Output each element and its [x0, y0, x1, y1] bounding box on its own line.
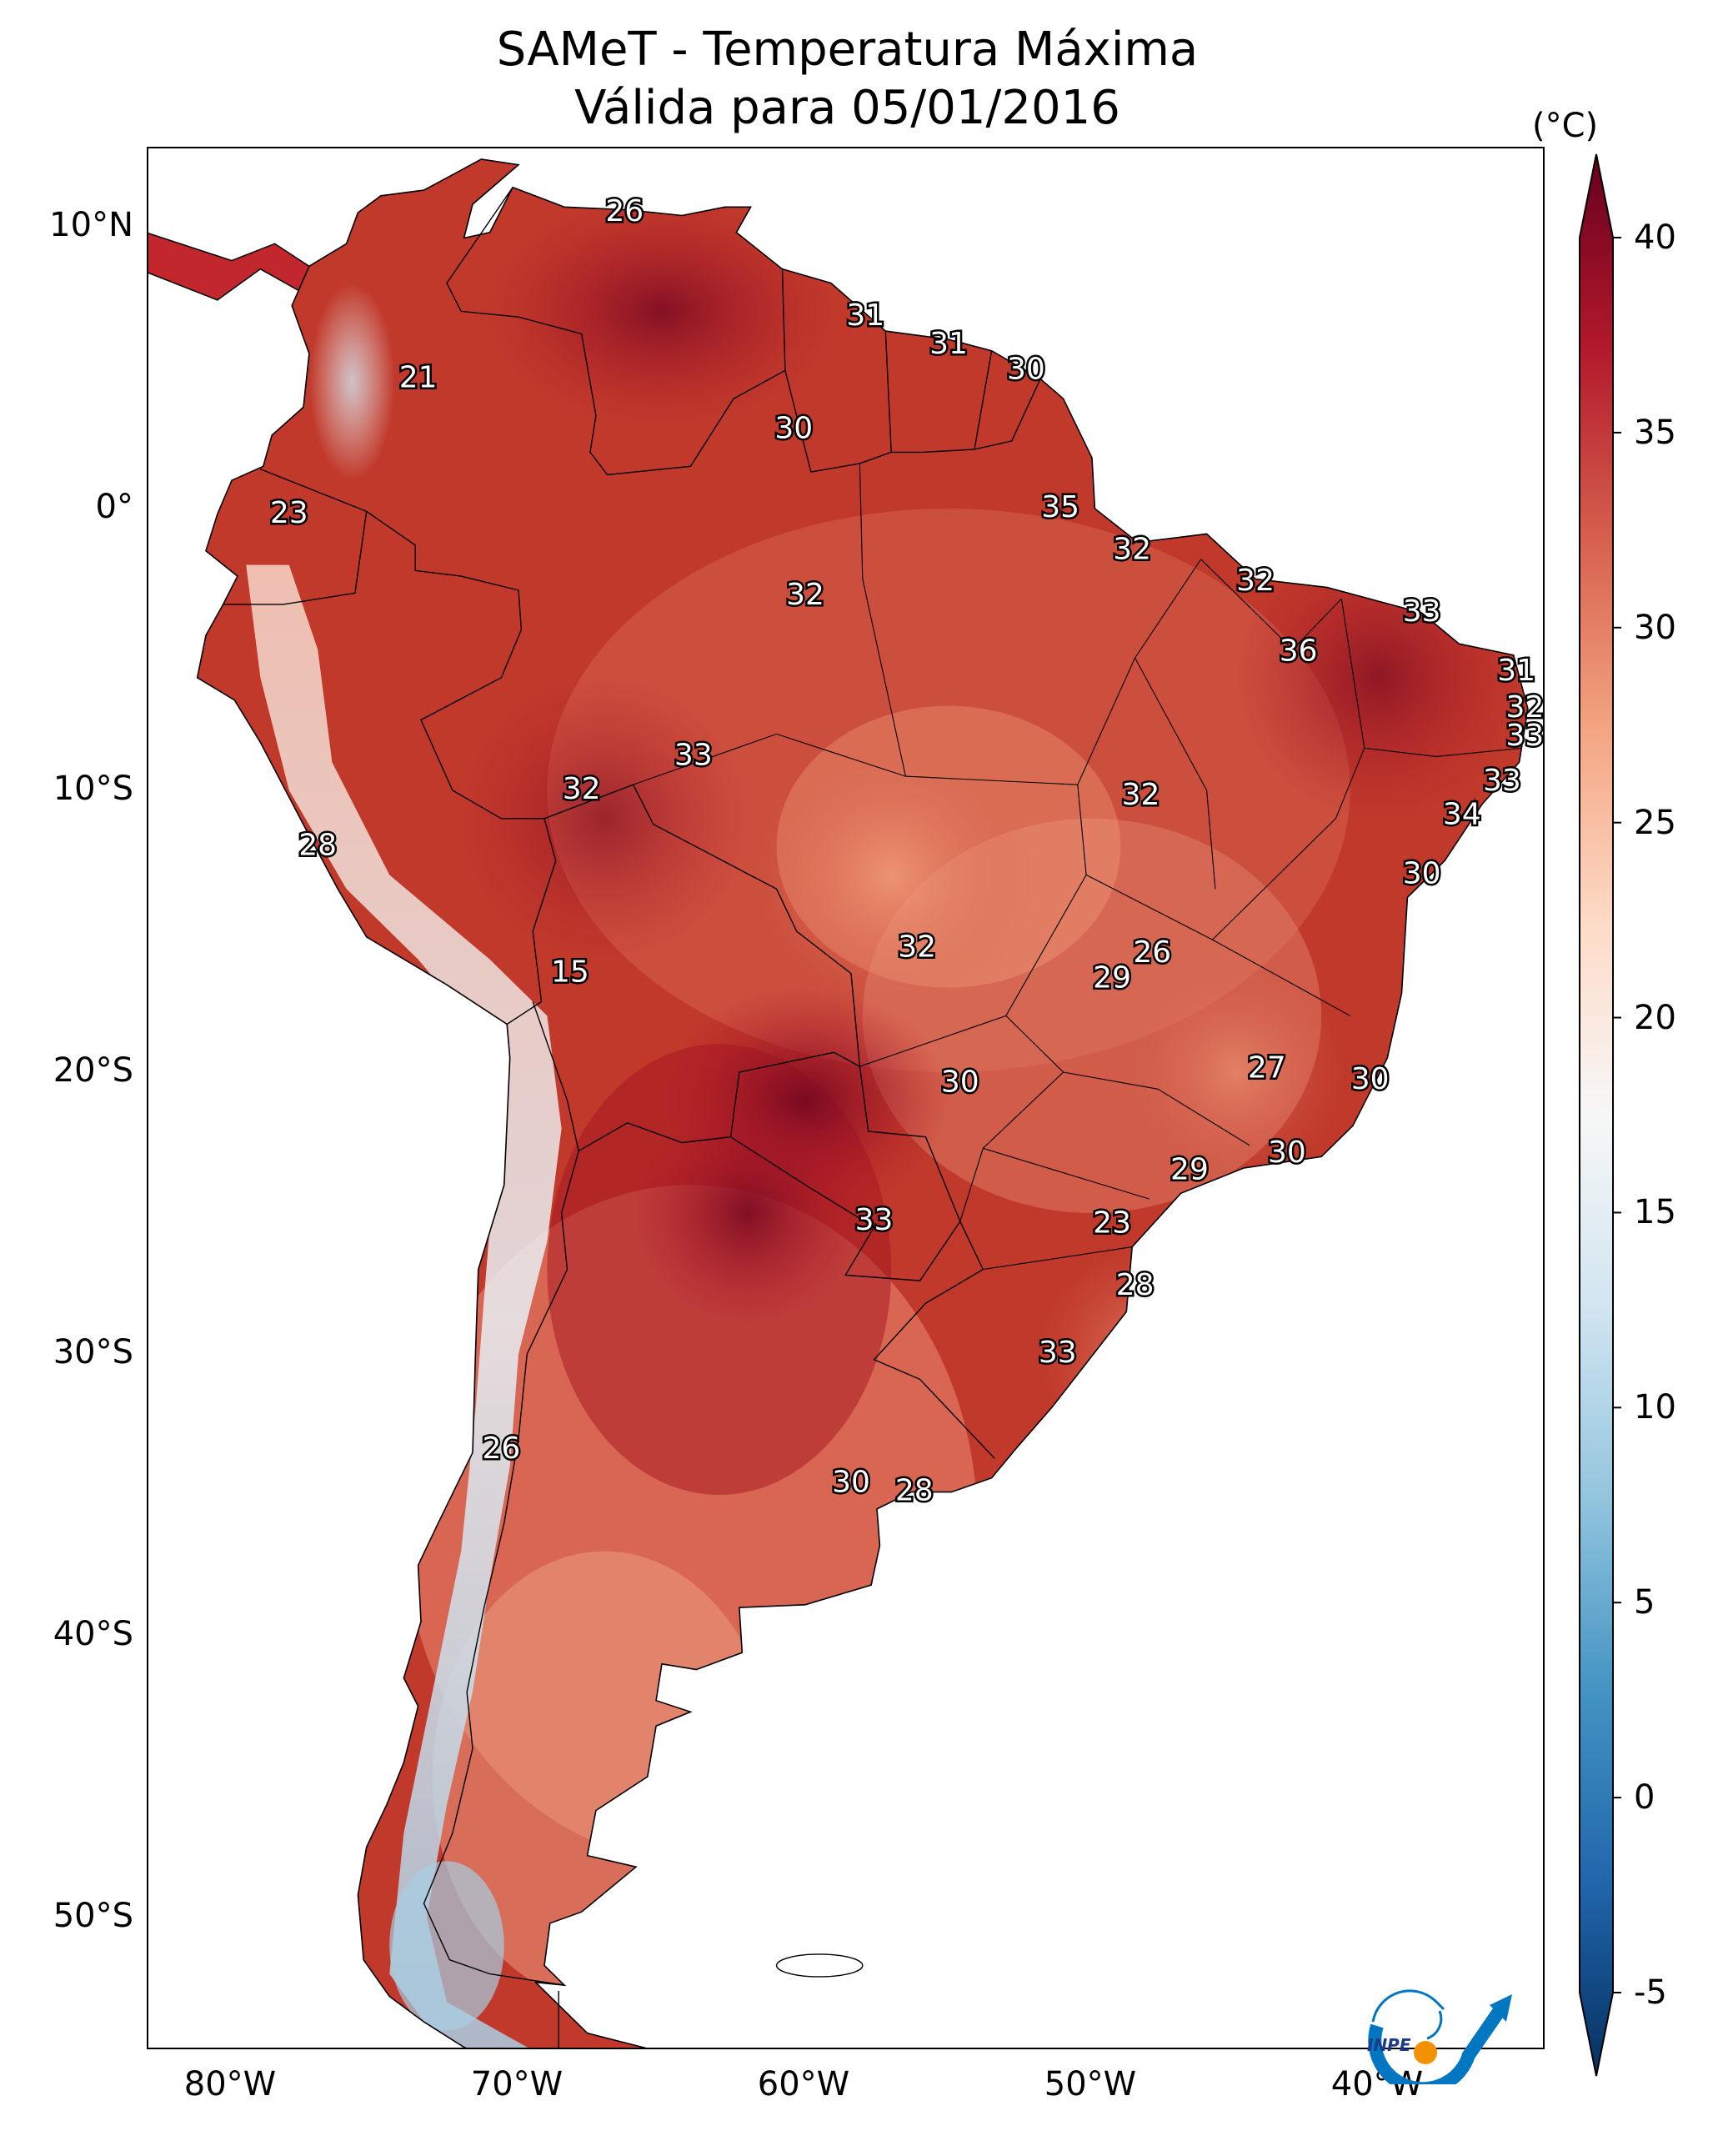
map-area[interactable]: 26 31 31 30 21 30 35 23 32 32 32 33 36 31 32 33 33 32 32 33… [147, 147, 1545, 2049]
temperature-label: 28 [298, 829, 337, 863]
temperature-label: 28 [1116, 1268, 1155, 1302]
latitude-tick-label: 20°S [53, 1051, 133, 1090]
colorbar-tick-label: 25 [1634, 803, 1676, 842]
south-america-landmass [148, 158, 1529, 2048]
temperature-label: 34 [1443, 797, 1481, 831]
inpe-logo-text: INPE [1367, 2035, 1411, 2055]
country-borders [223, 187, 1523, 2048]
longitude-tick-label: 80°W [183, 2065, 277, 2103]
latitude-tick-label: 10°S [53, 770, 133, 808]
temperature-label: 30 [832, 1465, 870, 1499]
temperature-label: 29 [1093, 960, 1131, 995]
temperature-label: 33 [674, 738, 713, 772]
colorbar-tick-label: 15 [1634, 1193, 1676, 1232]
temperature-label: 23 [1093, 1206, 1131, 1241]
temperature-label: 26 [482, 1431, 520, 1466]
temperature-label: 32 [898, 930, 936, 964]
map-title: SAMeT - Temperatura Máxima [496, 23, 1199, 77]
temperature-label: 32 [786, 578, 824, 612]
colorbar-tick-label: 30 [1634, 608, 1676, 647]
temperature-label: 31 [1497, 654, 1535, 688]
colorbar-gradient [1579, 153, 1614, 2077]
temperature-label: 32 [563, 772, 601, 806]
colorbar-tick-label: 10 [1634, 1388, 1676, 1427]
map-subtitle: Válida para 05/01/2016 [574, 81, 1120, 135]
colorbar-unit: (°C) [1532, 107, 1599, 145]
temperature-label: 33 [1039, 1336, 1077, 1370]
temperature-label: 29 [1170, 1152, 1209, 1186]
temperature-label: 33 [1403, 594, 1441, 629]
colorbar-tick-label: 35 [1634, 413, 1676, 452]
temperature-label: 32 [1236, 564, 1275, 598]
temperature-label: 32 [1506, 690, 1545, 725]
temperature-label: 32 [1122, 778, 1160, 812]
colorbar-tick-label: 40 [1634, 218, 1676, 257]
latitude-tick-label: 30°S [53, 1333, 133, 1371]
temperature-label: 30 [774, 411, 813, 445]
temperature-label: 26 [605, 194, 644, 228]
colorbar-tick-label: 20 [1634, 998, 1676, 1037]
temperature-label: 36 [1280, 634, 1318, 668]
temperature-label: 28 [895, 1474, 934, 1508]
temperature-label: 35 [1041, 490, 1079, 524]
latitude-tick-label: 10°N [49, 206, 133, 244]
temperature-label: 30 [1351, 1062, 1390, 1096]
temperature-label: 31 [846, 298, 884, 333]
temperature-label: 30 [1268, 1136, 1306, 1170]
temperature-label: 23 [270, 496, 308, 530]
temperature-label: 30 [1007, 352, 1045, 386]
temperature-label: 30 [1403, 856, 1441, 890]
longitude-tick-label: 60°W [757, 2065, 850, 2103]
longitude-tick-label: 70°W [470, 2065, 563, 2103]
latitude-tick-label: 50°S [53, 1897, 133, 1935]
temperature-label: 32 [1113, 533, 1151, 567]
temperature-label: 21 [399, 361, 438, 395]
temperature-label: 33 [1483, 764, 1521, 798]
longitude-tick-label: 50°W [1044, 2065, 1137, 2103]
longitude-tick-label: 40°W [1330, 2065, 1424, 2103]
inpe-logo-icon: INPE [1367, 1989, 1512, 2084]
temperature-label: 15 [551, 955, 589, 990]
colorbar-tick-label: 5 [1634, 1583, 1655, 1622]
latitude-tick-label: 0° [95, 488, 133, 526]
temperature-label: 31 [929, 327, 968, 361]
latitude-tick-label: 40°S [53, 1615, 133, 1653]
colorbar-tick-label: 0 [1634, 1778, 1655, 1818]
colorbar-tick-label: -5 [1634, 1973, 1667, 2012]
temperature-label: 33 [1506, 719, 1545, 753]
temperature-label: 27 [1248, 1051, 1286, 1086]
temperature-label: 33 [855, 1203, 894, 1237]
temperature-label: 30 [941, 1065, 979, 1100]
temperature-label: 26 [1133, 935, 1171, 970]
